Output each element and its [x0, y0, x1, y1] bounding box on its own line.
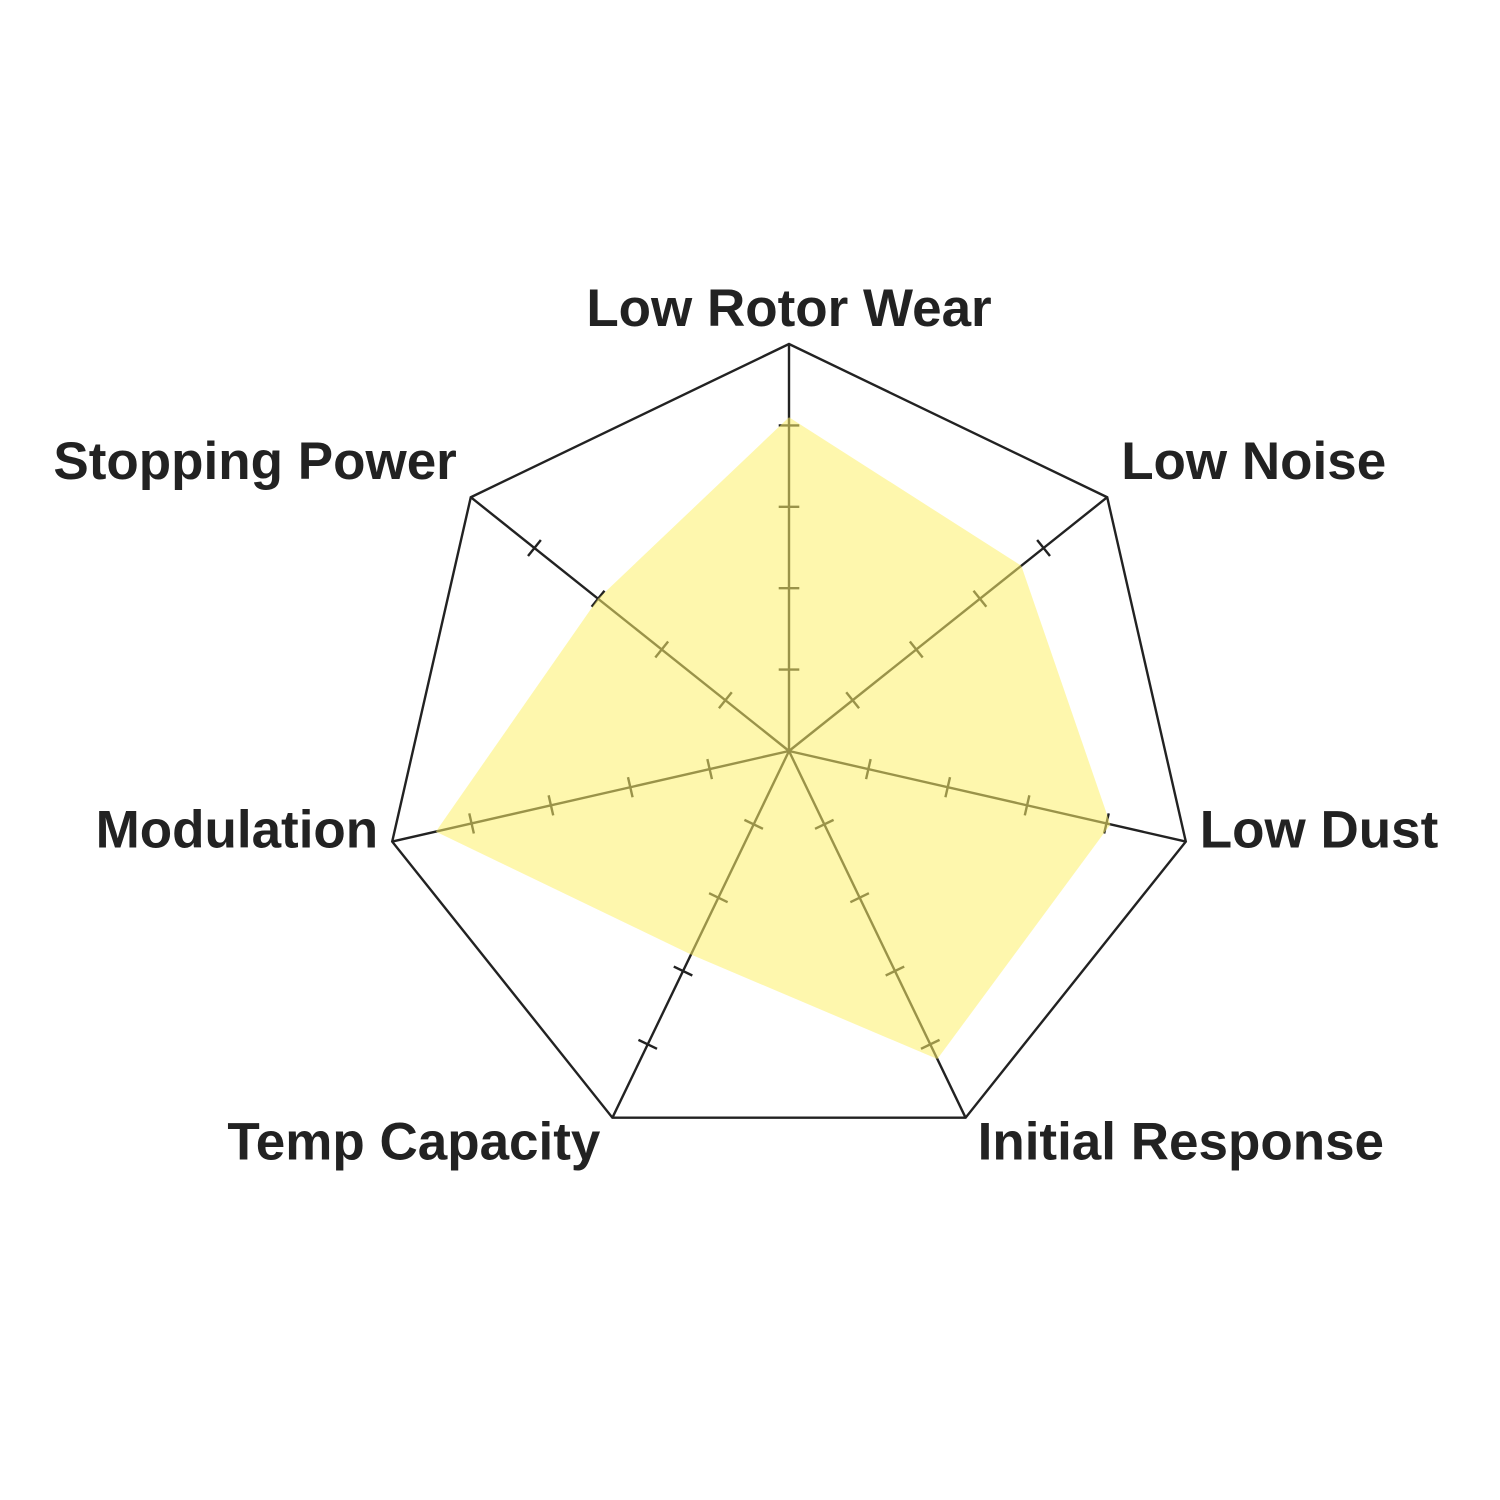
svg-text:Low Rotor Wear: Low Rotor Wear: [586, 279, 991, 338]
svg-text:Temp Capacity: Temp Capacity: [227, 1113, 601, 1172]
svg-text:Modulation: Modulation: [96, 801, 379, 860]
svg-text:Low Dust: Low Dust: [1200, 801, 1438, 860]
svg-text:Initial Response: Initial Response: [978, 1113, 1384, 1172]
svg-text:Low Noise: Low Noise: [1121, 432, 1386, 491]
svg-text:Stopping Power: Stopping Power: [53, 432, 456, 491]
